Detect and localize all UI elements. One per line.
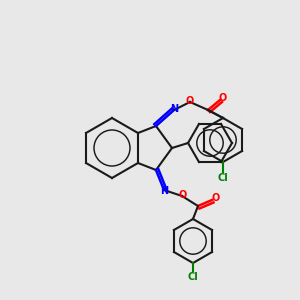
- Text: O: O: [186, 96, 194, 106]
- Text: N: N: [160, 186, 168, 196]
- Text: O: O: [219, 93, 227, 103]
- Text: O: O: [212, 193, 220, 203]
- Text: N: N: [170, 104, 178, 114]
- Text: Cl: Cl: [188, 272, 198, 282]
- Text: Cl: Cl: [218, 173, 228, 183]
- Text: O: O: [179, 190, 187, 200]
